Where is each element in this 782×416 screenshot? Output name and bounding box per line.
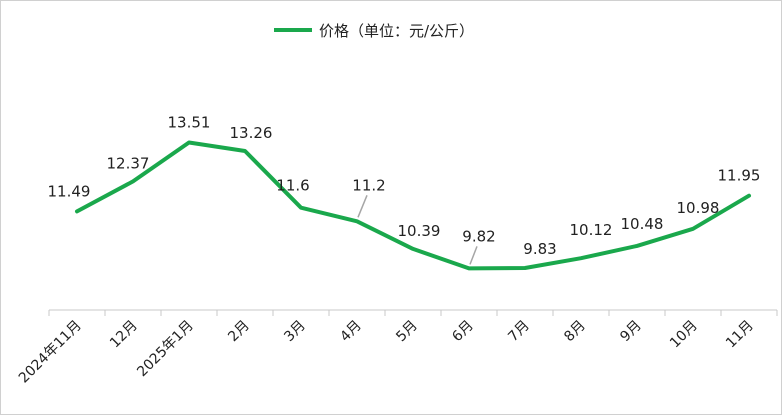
data-label: 9.83 [523, 240, 556, 258]
x-tick-label: 12月 [107, 318, 141, 352]
x-tick-label: 8月 [561, 318, 589, 346]
x-tick-label: 6月 [449, 318, 477, 346]
data-label: 10.39 [398, 222, 441, 240]
x-tick-label: 4月 [337, 318, 365, 346]
x-axis-ticks [48, 310, 778, 316]
legend-label: 价格（单位：元/公斤） [319, 22, 474, 40]
series-line [75, 140, 751, 271]
x-tick-label: 2025年1月 [134, 318, 197, 381]
x-tick-label: 10月 [667, 318, 701, 352]
data-labels: 11.49 12.37 13.51 13.26 11.6 11.2 10.39 9.82 9.8… [48, 114, 761, 259]
x-tick-label: 3月 [281, 318, 309, 346]
data-label: 9.82 [462, 227, 495, 245]
data-label: 11.95 [718, 167, 761, 185]
x-tick-label: 7月 [505, 318, 533, 346]
data-label: 10.12 [570, 221, 613, 239]
data-label: 13.26 [230, 124, 273, 142]
data-label: 10.98 [677, 199, 720, 217]
data-label: 11.2 [352, 176, 385, 194]
leader-line [469, 246, 478, 265]
leader-line [357, 195, 368, 218]
x-tick-label: 11月 [723, 318, 757, 352]
legend: 价格（单位：元/公斤） [274, 22, 474, 40]
x-tick-label: 2月 [225, 318, 253, 346]
x-tick-label: 9月 [617, 318, 645, 346]
label-leader-lines [357, 195, 478, 265]
data-label: 11.6 [276, 177, 309, 195]
data-label: 10.48 [621, 215, 664, 233]
x-tick-label: 2024年11月 [16, 318, 85, 387]
data-label: 11.49 [48, 182, 91, 200]
x-tick-label: 5月 [393, 318, 421, 346]
data-label: 12.37 [107, 154, 150, 172]
data-label: 13.51 [168, 114, 211, 132]
